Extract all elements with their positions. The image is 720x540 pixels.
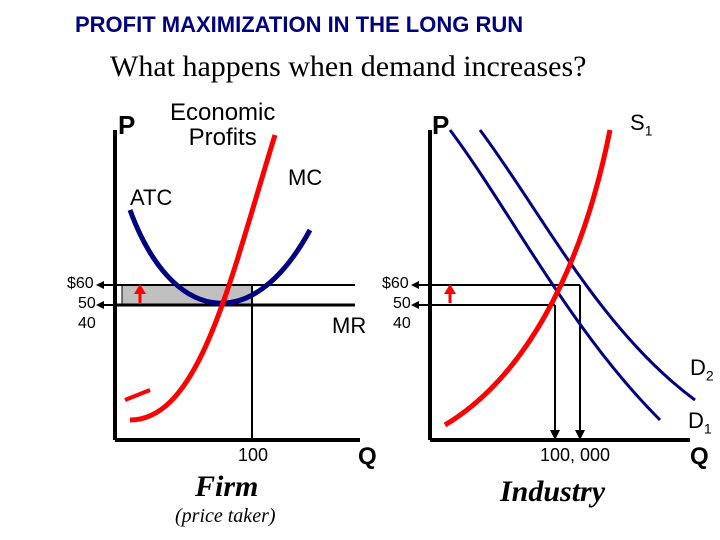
- d1-letter: D: [688, 408, 704, 433]
- d1-sub: 1: [704, 420, 712, 436]
- industry-price-50: 50: [393, 295, 411, 313]
- d2-letter: D: [690, 355, 706, 380]
- d2-label: D2: [690, 355, 714, 383]
- s1-curve: [445, 130, 610, 425]
- industry-price-arrow-60: [411, 281, 430, 289]
- industry-p-axis-label: P: [432, 110, 449, 141]
- industry-panel-title: Industry: [500, 475, 605, 509]
- industry-up-arrow: [444, 284, 456, 303]
- industry-price-60: $60: [382, 275, 409, 293]
- industry-price-arrow-50: [411, 301, 430, 309]
- d1-label: D1: [688, 408, 712, 436]
- industry-q-axis-label: Q: [690, 443, 709, 471]
- industry-chart: [0, 0, 720, 540]
- industry-price-40: 40: [393, 315, 411, 333]
- s1-sub: 1: [645, 122, 653, 138]
- s1-label: S1: [630, 110, 652, 138]
- s1-letter: S: [630, 110, 645, 135]
- industry-q-tick: 100, 000: [540, 445, 610, 466]
- d2-curve: [480, 130, 695, 400]
- d2-sub: 2: [706, 367, 714, 383]
